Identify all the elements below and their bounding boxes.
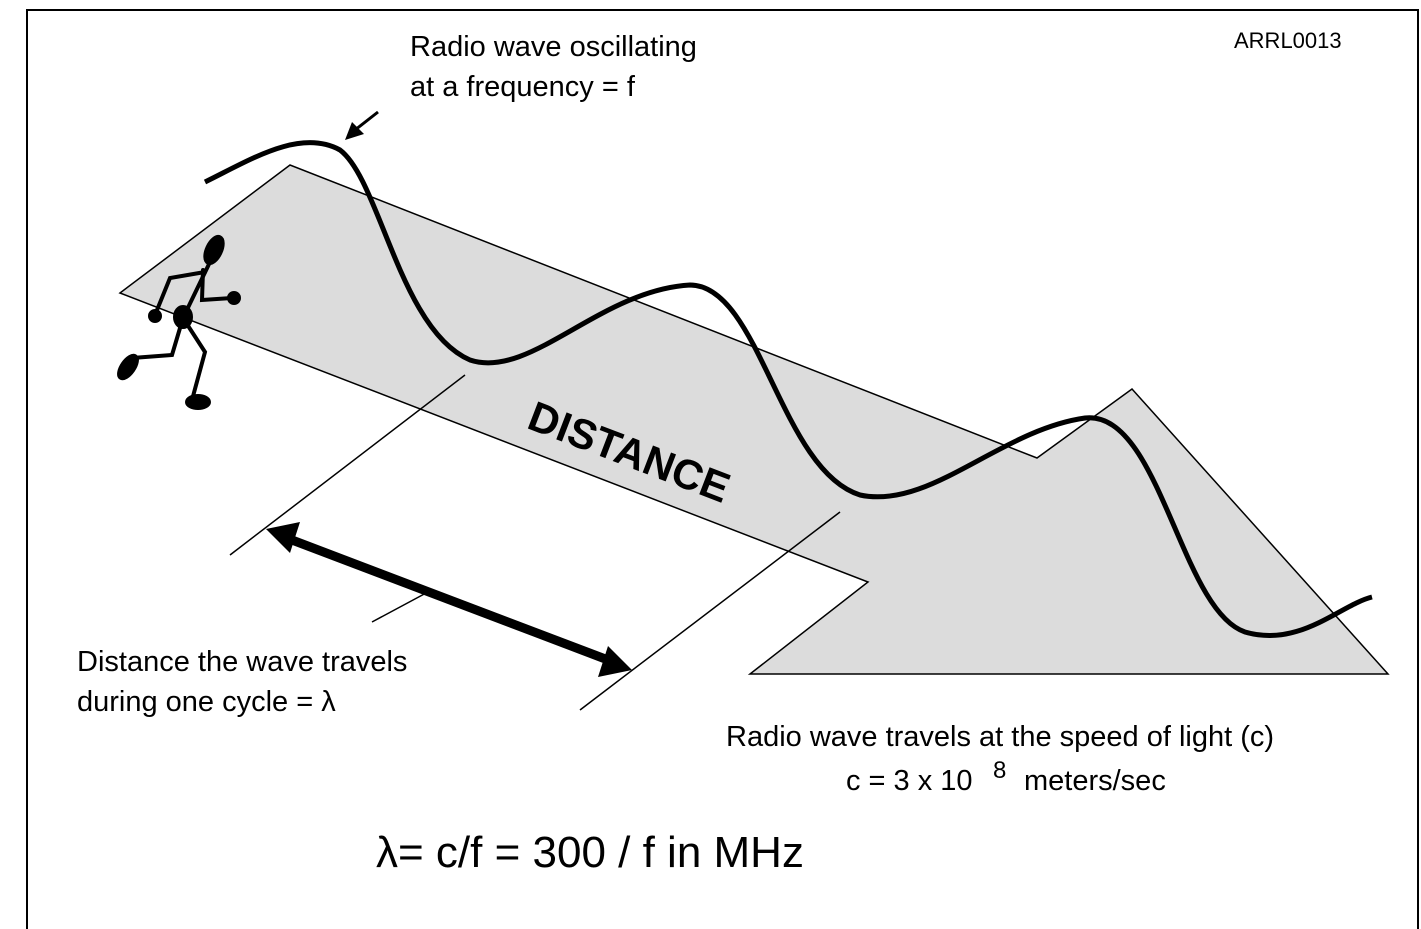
wavelength-label: Distance the wave travels bbox=[77, 646, 407, 678]
cycle-start-line bbox=[229, 374, 466, 556]
running-figure bbox=[117, 234, 241, 410]
speed-label: c = 3 x 10 bbox=[846, 765, 973, 797]
wavelength-arrow-head-left bbox=[266, 522, 300, 553]
cycle-end-line bbox=[579, 511, 841, 711]
wavelength-leader bbox=[371, 591, 429, 623]
distance-surface bbox=[118, 164, 1390, 675]
figure-id: ARRL0013 bbox=[1234, 28, 1342, 53]
wave-label: Radio wave oscillating bbox=[410, 31, 697, 63]
wave-pointer bbox=[354, 110, 379, 132]
wave-label: at a frequency = f bbox=[410, 71, 636, 103]
formula: λ= c/f = 300 / f in MHz bbox=[376, 828, 804, 877]
speed-label: Radio wave travels at the speed of light… bbox=[726, 721, 1274, 753]
wave-pointer-head bbox=[345, 122, 364, 140]
speed-unit: meters/sec bbox=[1024, 765, 1166, 797]
wavelength-label: during one cycle = λ bbox=[77, 686, 336, 718]
frame bbox=[26, 9, 1419, 929]
wavelength-arrow bbox=[290, 535, 610, 665]
speed-exponent: 8 bbox=[993, 757, 1006, 784]
radio-wave bbox=[203, 140, 1373, 639]
wavelength-arrow-head-right bbox=[598, 646, 632, 677]
